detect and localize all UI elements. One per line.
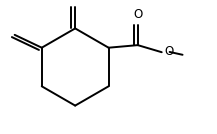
Text: O: O — [164, 45, 173, 58]
Text: O: O — [71, 0, 80, 3]
Text: O: O — [133, 8, 142, 21]
